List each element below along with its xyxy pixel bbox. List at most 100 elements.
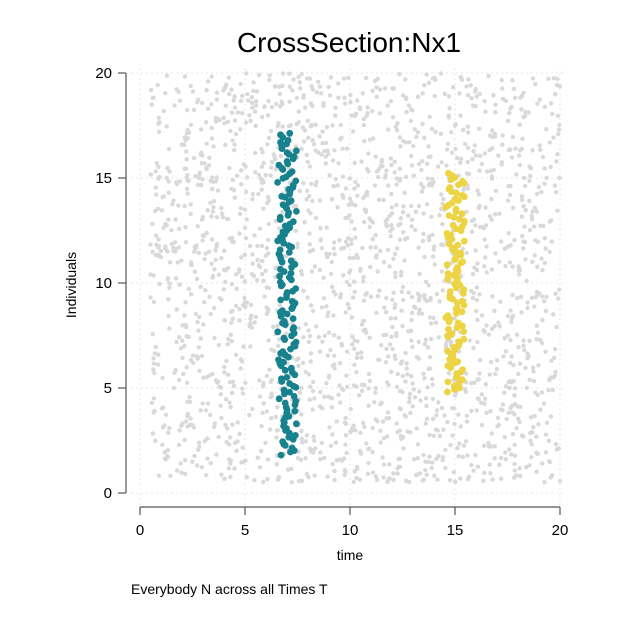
background-point bbox=[239, 255, 244, 260]
background-point bbox=[285, 467, 291, 472]
background-point bbox=[192, 269, 198, 274]
background-point bbox=[507, 110, 512, 116]
background-point bbox=[319, 246, 324, 251]
background-point bbox=[166, 430, 171, 435]
background-point bbox=[204, 375, 209, 380]
background-point bbox=[262, 104, 267, 110]
y-tick-label: 15 bbox=[95, 170, 112, 187]
background-point bbox=[277, 84, 282, 89]
background-point bbox=[317, 84, 323, 89]
background-point bbox=[196, 345, 201, 350]
background-point bbox=[375, 269, 380, 274]
background-point bbox=[392, 251, 398, 257]
background-point bbox=[473, 87, 478, 92]
background-point bbox=[543, 450, 549, 455]
background-point bbox=[253, 150, 258, 156]
background-point bbox=[495, 424, 500, 429]
background-point bbox=[482, 396, 488, 401]
background-point bbox=[424, 472, 429, 477]
background-point bbox=[301, 95, 306, 100]
background-point bbox=[194, 463, 200, 468]
background-point bbox=[188, 416, 193, 421]
background-point bbox=[229, 110, 235, 115]
background-point bbox=[389, 162, 394, 168]
background-point bbox=[517, 162, 523, 168]
background-point bbox=[396, 464, 401, 470]
background-point bbox=[219, 211, 225, 216]
background-point bbox=[274, 435, 279, 440]
background-point bbox=[458, 113, 463, 118]
background-point bbox=[230, 316, 235, 321]
background-point bbox=[200, 177, 205, 182]
background-point bbox=[198, 408, 203, 413]
background-point bbox=[237, 431, 242, 437]
background-point bbox=[164, 73, 170, 78]
highlight-1-point bbox=[286, 380, 293, 387]
background-point bbox=[264, 373, 270, 379]
background-point bbox=[475, 464, 481, 469]
background-point bbox=[253, 314, 259, 320]
background-point bbox=[471, 345, 476, 351]
background-point bbox=[460, 127, 466, 132]
background-point bbox=[543, 308, 549, 314]
background-point bbox=[361, 298, 367, 303]
background-point bbox=[254, 278, 260, 283]
background-point bbox=[312, 264, 318, 269]
background-point bbox=[319, 152, 324, 157]
background-point bbox=[352, 346, 357, 351]
background-point bbox=[217, 384, 222, 389]
background-point bbox=[265, 457, 271, 462]
background-point bbox=[237, 318, 242, 323]
background-point bbox=[411, 387, 417, 392]
background-point bbox=[406, 103, 412, 108]
background-point bbox=[249, 100, 255, 106]
background-point bbox=[256, 191, 261, 197]
highlight-1-point bbox=[292, 432, 299, 439]
background-point bbox=[542, 104, 547, 110]
background-point bbox=[339, 341, 344, 347]
background-point bbox=[333, 440, 339, 445]
background-point bbox=[393, 274, 398, 280]
background-point bbox=[326, 310, 331, 315]
background-point bbox=[539, 390, 545, 395]
background-point bbox=[180, 338, 185, 343]
background-point bbox=[510, 155, 515, 160]
background-point bbox=[452, 406, 457, 411]
background-point bbox=[326, 394, 331, 399]
background-point bbox=[221, 267, 227, 272]
background-point bbox=[473, 248, 478, 253]
background-point bbox=[401, 230, 406, 235]
background-point bbox=[151, 396, 156, 401]
background-point bbox=[159, 406, 165, 411]
background-point bbox=[504, 416, 509, 422]
background-point bbox=[228, 309, 234, 314]
background-point bbox=[208, 200, 213, 205]
background-point bbox=[402, 413, 407, 418]
highlight-1-point bbox=[283, 149, 291, 157]
background-point bbox=[357, 393, 362, 398]
background-point bbox=[306, 339, 312, 344]
background-point bbox=[176, 203, 181, 208]
background-point bbox=[398, 221, 403, 226]
background-point bbox=[177, 226, 182, 231]
background-point bbox=[300, 440, 305, 445]
background-point bbox=[539, 340, 545, 346]
background-point bbox=[204, 230, 209, 236]
background-point bbox=[314, 179, 319, 185]
highlight-1-point bbox=[283, 374, 291, 381]
background-point bbox=[543, 349, 548, 354]
background-point bbox=[153, 252, 159, 258]
background-point bbox=[250, 196, 255, 202]
background-point bbox=[232, 466, 237, 471]
background-point bbox=[330, 461, 335, 467]
background-point bbox=[404, 95, 409, 100]
x-tick-label: 0 bbox=[136, 522, 144, 539]
background-point bbox=[274, 101, 279, 107]
background-point bbox=[458, 160, 463, 165]
background-point bbox=[331, 240, 337, 245]
background-point bbox=[489, 217, 494, 222]
background-point bbox=[253, 123, 258, 128]
background-point bbox=[526, 110, 531, 115]
background-point bbox=[381, 333, 386, 338]
background-point bbox=[306, 474, 311, 480]
